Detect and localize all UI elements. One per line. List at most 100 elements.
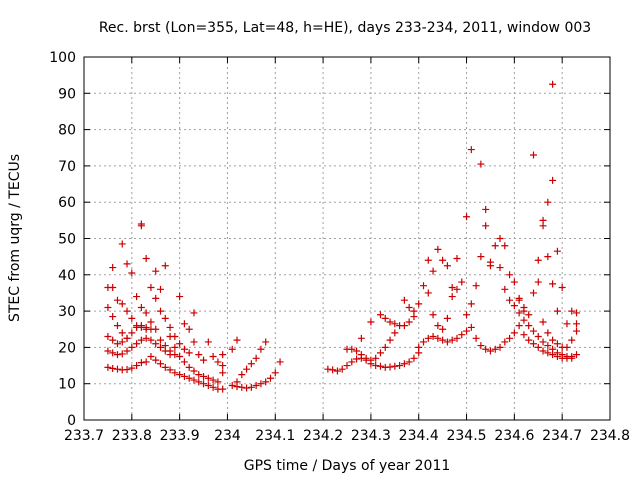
data-point <box>185 374 193 382</box>
y-tick-labels: 0 10 20 30 40 50 60 70 80 90 100 <box>49 50 76 429</box>
data-point <box>176 293 184 301</box>
data-point <box>420 338 428 346</box>
x-tick-label: 234.7 <box>542 428 582 444</box>
data-point <box>166 347 174 355</box>
data-point <box>573 309 581 317</box>
data-point <box>133 293 141 301</box>
data-point <box>376 349 384 357</box>
data-point <box>549 351 557 359</box>
data-point <box>123 347 131 355</box>
data-point <box>534 278 542 286</box>
data-point <box>482 205 490 213</box>
x-tick-label: 234.8 <box>590 428 630 444</box>
data-point <box>123 334 131 342</box>
data-point <box>252 382 260 390</box>
data-point <box>424 334 432 342</box>
data-point <box>271 369 279 377</box>
data-point <box>152 267 160 275</box>
data-point <box>453 334 461 342</box>
data-point <box>338 365 346 373</box>
data-point <box>190 338 198 346</box>
data-point <box>482 345 490 353</box>
data-point <box>515 309 523 317</box>
data-point <box>491 345 499 353</box>
data-point <box>348 358 356 366</box>
data-point <box>367 318 375 326</box>
data-point <box>209 376 217 384</box>
data-point <box>463 311 471 319</box>
data-point <box>247 383 255 391</box>
data-point <box>563 320 571 328</box>
data-point <box>123 366 131 374</box>
data-point <box>118 338 126 346</box>
axis-ticks <box>83 56 611 421</box>
data-point <box>133 322 141 330</box>
data-point <box>180 320 188 328</box>
data-point <box>161 342 169 350</box>
data-point <box>137 303 145 311</box>
y-axis-label: STEC from uqrg / TECUs <box>7 154 23 322</box>
data-point <box>142 323 150 331</box>
data-point <box>128 364 136 372</box>
x-tick-label: 234.2 <box>303 428 343 444</box>
data-point <box>161 262 169 270</box>
data-point <box>405 318 413 326</box>
data-point <box>176 352 184 360</box>
data-point <box>501 242 509 250</box>
data-point <box>415 300 423 308</box>
data-point <box>113 351 121 359</box>
data-point <box>486 347 494 355</box>
x-tick-label: 234 <box>214 428 241 444</box>
chart-title: Rec. brst (Lon=355, Lat=48, h=HE), days … <box>99 20 591 36</box>
data-point <box>396 362 404 370</box>
data-point <box>453 285 461 293</box>
data-point <box>534 343 542 351</box>
data-point <box>118 240 126 248</box>
y-tick-label: 20 <box>58 340 76 356</box>
data-point <box>573 327 581 335</box>
data-point <box>506 334 514 342</box>
data-point <box>573 351 581 359</box>
data-point <box>190 367 198 375</box>
data-point <box>501 338 509 346</box>
data-point <box>104 363 112 371</box>
data-point <box>477 253 485 261</box>
y-tick-label: 30 <box>58 304 76 320</box>
data-point <box>118 300 126 308</box>
data-point <box>539 347 547 355</box>
data-point <box>171 351 179 359</box>
data-point <box>262 338 270 346</box>
data-point <box>333 367 341 375</box>
data-point <box>534 333 542 341</box>
data-point <box>137 336 145 344</box>
data-point <box>214 358 222 366</box>
data-point <box>553 340 561 348</box>
data-point <box>238 383 246 391</box>
data-point <box>185 363 193 371</box>
data-point <box>161 363 169 371</box>
data-point <box>553 247 561 255</box>
data-point <box>443 262 451 270</box>
data-point <box>357 334 365 342</box>
data-point <box>219 362 227 370</box>
data-point <box>544 198 552 206</box>
data-point <box>343 362 351 370</box>
data-point <box>219 369 227 377</box>
data-point <box>434 245 442 253</box>
data-point <box>128 314 136 322</box>
data-point <box>157 360 165 368</box>
data-point <box>467 146 475 154</box>
data-point <box>209 383 217 391</box>
data-point <box>525 311 533 319</box>
data-point <box>104 303 112 311</box>
data-point <box>415 343 423 351</box>
data-point <box>491 242 499 250</box>
data-point <box>152 340 160 348</box>
data-point <box>228 345 236 353</box>
data-point <box>109 336 117 344</box>
data-point <box>204 338 212 346</box>
data-point <box>568 307 576 315</box>
x-tick-label: 233.8 <box>112 428 152 444</box>
data-point <box>458 278 466 286</box>
data-point <box>448 336 456 344</box>
